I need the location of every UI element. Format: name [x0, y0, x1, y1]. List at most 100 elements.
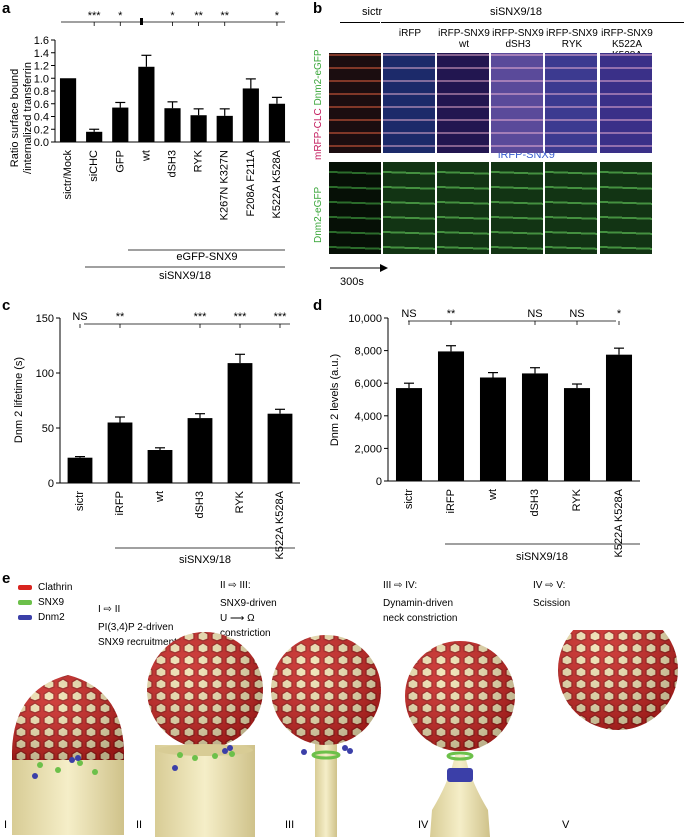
- c-sig-mark: NS: [72, 311, 87, 323]
- a-bar: [216, 115, 233, 142]
- c-sig-mark: ***: [274, 311, 288, 323]
- b-kymograph-dnm2: [600, 162, 652, 254]
- a-ytick-label: 0.0: [34, 137, 49, 149]
- a-bar: [164, 108, 181, 142]
- e-stage-labels: I II III IV V: [4, 819, 570, 831]
- b-row1-label-clc: mRFP-CLC: [313, 108, 324, 160]
- d-ytick-label: 4,000: [354, 411, 382, 423]
- e-step-line: constriction: [220, 628, 271, 639]
- c-xtick-label: sictr: [74, 491, 86, 512]
- a-bar: [138, 66, 155, 142]
- e-illustration: I II III IV V: [4, 630, 678, 837]
- a-xtick-label: F208A F211A: [245, 149, 257, 216]
- b-column-label: iRFP-SNX9 RYK: [546, 28, 598, 50]
- b-column-label: iRFP: [398, 28, 422, 39]
- chart-a-xlabels: sictr/Mock siCHC GFP wt dSH3 RYK K267N K327N F2…: [62, 149, 283, 220]
- b-row2-label: Dnm2-eGFP: [313, 186, 324, 243]
- e-stage-label: III: [285, 819, 294, 831]
- b-row1-label-dnm2: Dnm2-eGFP: [313, 49, 324, 106]
- e-legend-swatch: [18, 615, 32, 620]
- b-column-label: iRFP-SNX9 wt: [438, 28, 490, 50]
- chart-a: Ratio surface bound /internalized transf…: [9, 10, 290, 282]
- d-ytick-label: 0: [376, 476, 382, 488]
- b-kymograph-merge: [383, 53, 435, 153]
- chart-a-ylabel-1: Ratio surface bound: [9, 69, 21, 167]
- c-sig-mark: **: [116, 311, 125, 323]
- panel-c-letter: c: [2, 297, 11, 314]
- chart-c-xlabels: sictr iRFP wt dSH3 RYK K522A K528A: [74, 490, 286, 559]
- a-sig-mark: **: [220, 10, 229, 22]
- c-ytick-label: 100: [36, 368, 54, 380]
- a-ytick-label: 0.2: [34, 124, 49, 136]
- e-legend-label: SNX9: [38, 597, 65, 608]
- d-sig-mark: *: [617, 308, 622, 320]
- d-ytick-label: 10,000: [348, 313, 382, 325]
- b-sictr-line: [340, 22, 380, 23]
- d-bar: [605, 354, 633, 481]
- b-time-arrow: [330, 264, 388, 272]
- c-bar: [147, 450, 173, 483]
- e-step-line: SNX9 recruitment: [98, 637, 177, 648]
- a-sig-mark: ***: [88, 10, 102, 22]
- chart-d-bars: [395, 345, 633, 481]
- e-step-title: I ⇨ II: [98, 604, 121, 615]
- b-kymograph-merge: [600, 53, 652, 153]
- a-xtick-label: sictr/Mock: [62, 150, 74, 200]
- d-bar: [563, 388, 591, 481]
- d-bar: [521, 373, 549, 481]
- d-ytick-label: 2,000: [354, 443, 382, 455]
- chart-c: Dnm 2 lifetime (s) 0 50 100 150 sictr iRFP wt…: [13, 311, 300, 566]
- b-kymograph-merge: [491, 53, 543, 153]
- e-step-line: neck constriction: [383, 613, 458, 624]
- chart-d-yticks: 0 2,000 4,000 6,000 8,000 10,000: [348, 313, 640, 488]
- c-sig-mark: ***: [234, 311, 248, 323]
- b-kymograph-merge: [437, 53, 489, 153]
- d-xtick-label: wt: [487, 489, 499, 501]
- chart-c-significance: NS ** *** *** ***: [72, 311, 287, 328]
- e-legend-swatch: [18, 585, 32, 590]
- d-ytick-label: 8,000: [354, 346, 382, 358]
- e-step-line: U ⟶ Ω: [220, 613, 255, 624]
- a-bar: [59, 78, 77, 142]
- stage-2-pit: [147, 632, 263, 837]
- e-step-title: IV ⇨ V:: [533, 580, 566, 591]
- a-sig-mark: **: [194, 10, 203, 22]
- a-xtick-label: siCHC: [88, 150, 100, 182]
- c-ytick-label: 0: [48, 478, 54, 490]
- e-step-line: PI(3,4)P 2-driven: [98, 622, 174, 633]
- e-legend-label: Dnm2: [38, 612, 65, 623]
- b-kymograph-merge: [329, 53, 381, 153]
- chart-a-ylabel-2: /internalized transferrin: [22, 62, 34, 174]
- chart-a-group-label-2: siSNX9/18: [159, 270, 211, 282]
- a-xtick-label: RYK: [193, 149, 205, 172]
- panel-a-letter: a: [2, 0, 11, 17]
- e-step-description: I ⇨ II PI(3,4)P 2-driven SNX9 recruitment: [98, 602, 177, 650]
- stage-4-pit: [405, 641, 515, 837]
- e-stage-label: V: [562, 819, 570, 831]
- chart-a-group-label-1: eGFP-SNX9: [176, 251, 237, 263]
- d-bar: [395, 388, 423, 481]
- chart-d-xlabels: sictr iRFP wt dSH3 RYK K522A K528A: [403, 488, 625, 557]
- e-step-title: II ⇨ III:: [220, 580, 251, 591]
- stage-5-vesicle: [558, 630, 678, 730]
- e-stage-label: IV: [418, 819, 429, 831]
- a-ytick-label: 1.2: [34, 61, 49, 73]
- e-legend-item: Dnm2: [18, 612, 65, 623]
- a-bar: [112, 107, 129, 142]
- c-xtick-label: dSH3: [194, 491, 206, 519]
- e-legend-item: SNX9: [18, 597, 64, 608]
- c-bar: [267, 413, 293, 483]
- a-sig-mark: *: [170, 10, 175, 22]
- chart-a-significance: *** * * ** ** *: [88, 10, 280, 26]
- chart-a-bars: [59, 54, 286, 142]
- b-time-label: 300s: [340, 276, 364, 288]
- a-ytick-label: 1.4: [34, 48, 49, 60]
- a-ytick-label: 1.0: [34, 73, 49, 85]
- chart-d-significance: NS ** NS NS *: [401, 308, 622, 325]
- b-sisnx-line: [381, 22, 684, 23]
- a-bar: [268, 103, 286, 142]
- c-xtick-label: K522A K528A: [274, 490, 286, 559]
- c-sig-mark: ***: [194, 311, 208, 323]
- b-sisnx-label: siSNX9/18: [490, 6, 542, 18]
- e-legend-item: Clathrin: [18, 582, 72, 593]
